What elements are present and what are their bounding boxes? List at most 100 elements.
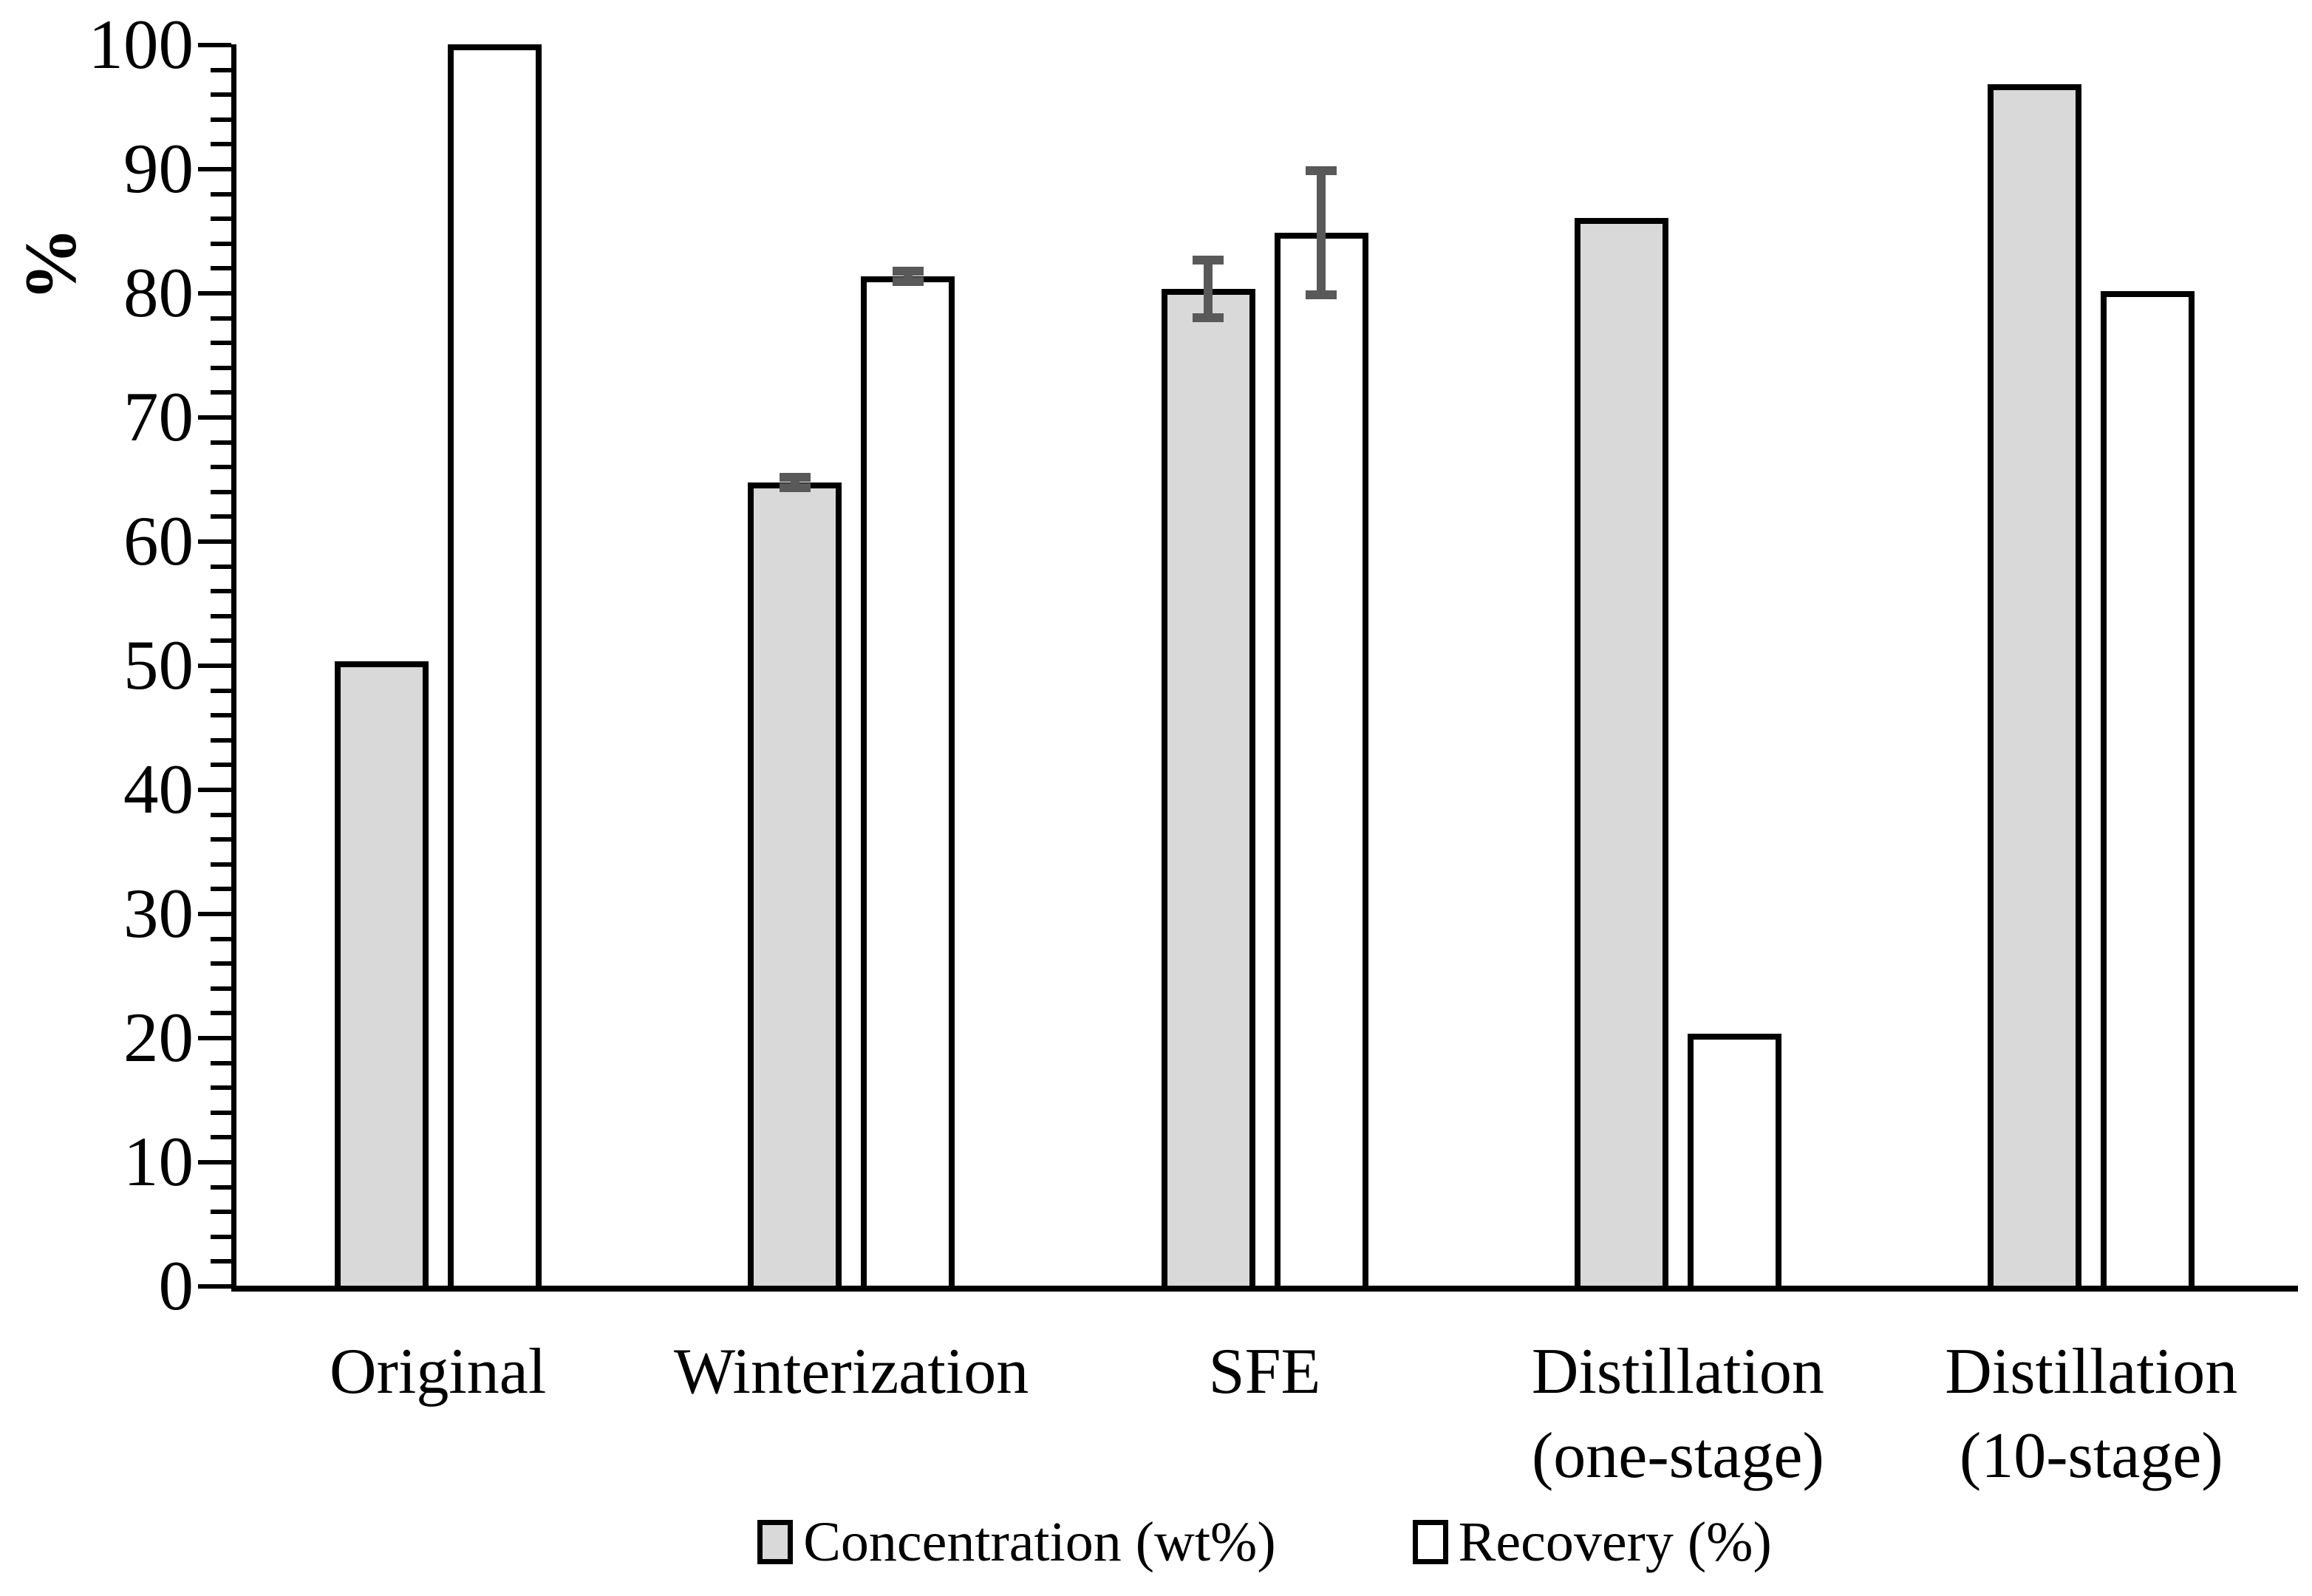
- y-tick-label: 90: [123, 129, 194, 208]
- y-minor-tick: [211, 1011, 231, 1016]
- legend-item-concentration: Concentration (wt%): [757, 1509, 1276, 1575]
- y-minor-tick: [211, 589, 231, 594]
- recovery-bar-sfe: [1274, 233, 1368, 1292]
- legend-swatch-recovery: [1412, 1520, 1448, 1564]
- y-major-tick: [198, 291, 231, 296]
- y-minor-tick: [211, 961, 231, 966]
- y-tick-label: 80: [123, 253, 194, 332]
- y-minor-tick: [211, 1085, 231, 1091]
- y-minor-tick: [211, 92, 231, 98]
- legend-label-recovery: Recovery (%): [1458, 1511, 1772, 1573]
- y-tick-label: 0: [158, 1247, 194, 1325]
- recovery-bar-distillation-10-stage: [2101, 291, 2195, 1292]
- concentration-bar-winterization: [748, 482, 842, 1292]
- concentration-bar-sfe: [1161, 288, 1255, 1292]
- y-major-tick: [198, 912, 231, 916]
- y-tick-label: 40: [123, 750, 194, 828]
- y-major-tick: [198, 664, 231, 668]
- y-major-tick: [198, 43, 231, 47]
- error-bar-cap: [1306, 290, 1337, 300]
- y-tick-label: 20: [123, 998, 194, 1077]
- y-minor-tick: [211, 837, 231, 842]
- error-bar-cap: [1193, 313, 1224, 322]
- y-minor-tick: [211, 489, 231, 494]
- y-minor-tick: [211, 688, 231, 693]
- y-minor-tick: [211, 514, 231, 519]
- x-category-label-line: Winterization: [673, 1336, 1029, 1408]
- y-minor-tick: [211, 1135, 231, 1140]
- legend: Concentration (wt%) Recovery (%): [231, 1509, 2298, 1575]
- recovery-bar-distillation-one-stage: [1687, 1033, 1781, 1292]
- y-minor-tick: [211, 142, 231, 147]
- x-category-label-line: Distillation: [1531, 1336, 1824, 1408]
- y-minor-tick: [211, 887, 231, 892]
- x-category-label-original: Original: [194, 1330, 682, 1414]
- y-minor-tick: [211, 862, 231, 867]
- recovery-bar-original: [447, 44, 542, 1292]
- y-major-tick: [198, 788, 231, 792]
- error-bar-cap: [779, 473, 811, 482]
- x-category-label-distillation-one-stage: Distillation (one-stage): [1434, 1330, 1922, 1498]
- y-minor-tick: [211, 1184, 231, 1190]
- y-minor-tick: [211, 763, 231, 768]
- y-minor-tick: [211, 365, 231, 370]
- error-bar-whisker: [1204, 260, 1213, 318]
- y-minor-tick: [211, 316, 231, 321]
- recovery-bar-winterization: [861, 276, 955, 1292]
- y-minor-tick: [211, 986, 231, 991]
- y-minor-tick: [211, 638, 231, 644]
- error-bar-cap: [1193, 256, 1224, 265]
- legend-swatch-concentration: [757, 1520, 794, 1564]
- y-minor-tick: [211, 117, 231, 122]
- y-minor-tick: [211, 341, 231, 346]
- x-category-label-winterization: Winterization: [607, 1330, 1095, 1414]
- x-category-label-line: SFE: [1208, 1336, 1321, 1408]
- error-bar-cap: [779, 482, 811, 492]
- y-minor-tick: [211, 713, 231, 718]
- y-minor-tick: [211, 812, 231, 817]
- x-category-label-line: Original: [330, 1336, 547, 1408]
- y-tick-label: 10: [123, 1122, 194, 1201]
- y-tick-label: 100: [88, 5, 194, 83]
- error-bar-cap: [1306, 166, 1337, 176]
- y-minor-tick: [211, 1110, 231, 1115]
- y-minor-tick: [211, 440, 231, 445]
- x-category-label-line: (10-stage): [1959, 1420, 2223, 1492]
- legend-item-recovery: Recovery (%): [1412, 1509, 1772, 1575]
- x-category-label-line: Distillation: [1945, 1336, 2238, 1408]
- y-minor-tick: [211, 191, 231, 197]
- y-tick-label: 70: [123, 378, 194, 456]
- y-minor-tick: [211, 936, 231, 941]
- y-minor-tick: [211, 613, 231, 618]
- y-minor-tick: [211, 1259, 231, 1264]
- y-major-tick: [198, 539, 231, 544]
- error-bar-cap: [892, 267, 924, 276]
- y-major-tick: [198, 1284, 231, 1289]
- x-category-label-distillation-10-stage: Distillation (10-stage): [1847, 1330, 2312, 1498]
- y-tick-label: 60: [123, 502, 194, 580]
- y-tick-label: 30: [123, 874, 194, 952]
- y-minor-tick: [211, 67, 231, 72]
- concentration-bar-distillation-one-stage: [1574, 218, 1668, 1292]
- x-axis-line: [231, 1286, 2298, 1292]
- y-major-tick: [198, 167, 231, 171]
- y-minor-tick: [211, 737, 231, 743]
- y-tick-label: 50: [123, 626, 194, 704]
- y-minor-tick: [211, 216, 231, 222]
- y-minor-tick: [211, 564, 231, 569]
- y-minor-tick: [211, 390, 231, 395]
- y-major-tick: [198, 415, 231, 420]
- x-category-label-sfe: SFE: [1021, 1330, 1509, 1414]
- y-minor-tick: [211, 465, 231, 470]
- x-category-label-line: (one-stage): [1531, 1420, 1824, 1492]
- y-minor-tick: [211, 1234, 231, 1239]
- concentration-bar-original: [334, 661, 429, 1292]
- y-minor-tick: [211, 241, 231, 246]
- y-major-tick: [198, 1036, 231, 1040]
- y-axis-line: [231, 44, 236, 1292]
- legend-label-concentration: Concentration (wt%): [803, 1511, 1276, 1573]
- concentration-bar-distillation-10-stage: [1988, 83, 2082, 1292]
- y-major-tick: [198, 1160, 231, 1164]
- error-bar-whisker: [1317, 171, 1326, 296]
